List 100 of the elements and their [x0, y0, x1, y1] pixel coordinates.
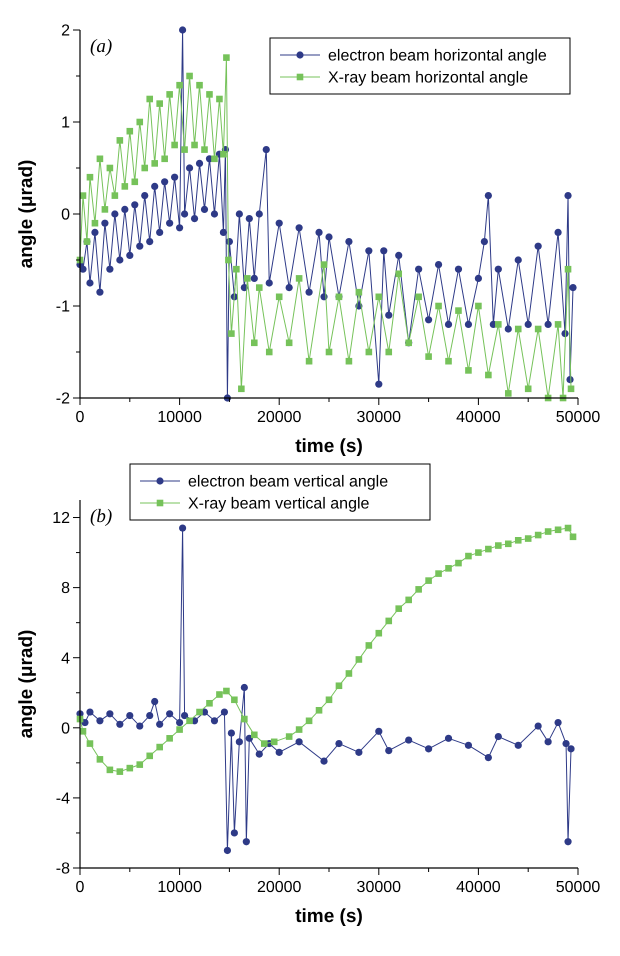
y-tick-label: -4: [56, 790, 70, 808]
y-axis-title: angle (μrad): [16, 160, 37, 268]
x-tick-label: 40000: [456, 409, 501, 426]
point: [166, 710, 174, 718]
point: [176, 718, 184, 726]
point: [356, 656, 362, 663]
legend-label: X-ray beam horizontal angle: [328, 70, 528, 87]
y-tick-label: -2: [56, 390, 70, 408]
point: [216, 691, 223, 698]
point: [223, 688, 230, 694]
point: [544, 738, 552, 746]
point: [256, 750, 263, 758]
x-tick-label: 10000: [157, 879, 202, 896]
y-tick-label: 2: [61, 22, 70, 40]
point: [326, 696, 332, 704]
point: [375, 728, 382, 735]
point: [86, 708, 94, 716]
point: [335, 740, 343, 748]
y-tick-label: -1: [56, 298, 70, 316]
point: [136, 722, 144, 730]
x-tick-label: 30000: [356, 879, 402, 896]
point: [346, 670, 352, 677]
point: [376, 630, 382, 636]
point: [425, 577, 432, 584]
point: [96, 717, 104, 724]
x-tick-label: 40000: [456, 879, 501, 896]
point: [230, 829, 238, 837]
x-tick-label: 0: [76, 879, 85, 896]
point: [306, 718, 312, 724]
y-axis-title: angle (μrad): [16, 630, 37, 738]
annotation: (a): [90, 36, 112, 57]
point: [455, 560, 462, 566]
point: [405, 736, 412, 744]
point: [514, 742, 522, 749]
point: [116, 720, 124, 728]
y-tick-label: 4: [61, 650, 70, 668]
point: [495, 542, 502, 549]
point: [260, 740, 268, 747]
point: [514, 537, 522, 544]
annotation: (b): [90, 506, 112, 527]
point: [316, 706, 322, 714]
point: [241, 716, 248, 722]
legend-label: electron beam horizontal angle: [328, 48, 547, 65]
y-tick-label: 1: [61, 114, 70, 132]
point: [151, 698, 158, 706]
point: [567, 745, 575, 752]
point: [554, 718, 562, 726]
point: [126, 712, 134, 720]
point: [196, 708, 203, 716]
legend-label: electron beam vertical angle: [188, 474, 388, 491]
point: [176, 726, 183, 733]
point: [405, 596, 412, 604]
x-tick-label: 0: [76, 409, 85, 426]
point: [564, 838, 572, 846]
point: [80, 728, 86, 735]
point: [206, 700, 213, 707]
point: [76, 716, 84, 722]
point: [336, 682, 342, 690]
point: [146, 712, 154, 720]
point: [224, 846, 232, 854]
point: [156, 744, 163, 750]
point: [296, 726, 302, 733]
point: [465, 552, 472, 560]
y-tick-label: 8: [61, 580, 70, 598]
point: [425, 745, 432, 752]
x-tick-label: 50000: [556, 879, 600, 896]
x-axis-title: time (s): [295, 436, 363, 457]
point: [231, 696, 238, 704]
point: [445, 565, 452, 572]
point: [385, 618, 392, 624]
point: [228, 729, 235, 737]
point: [366, 642, 372, 649]
y-tick-label: 0: [61, 720, 70, 738]
point: [106, 766, 114, 774]
point: [106, 710, 114, 718]
point: [156, 720, 164, 728]
point: [494, 732, 502, 740]
point: [484, 754, 492, 762]
legend-label: X-ray beam vertical angle: [188, 496, 370, 513]
point: [96, 756, 104, 763]
point: [136, 761, 144, 768]
point: [236, 738, 243, 746]
x-tick-label: 20000: [256, 409, 302, 426]
point: [276, 748, 283, 756]
point: [524, 535, 532, 542]
x-tick-label: 20000: [256, 879, 302, 896]
point: [554, 526, 562, 534]
point: [146, 752, 154, 760]
point: [186, 718, 193, 724]
point: [395, 605, 402, 612]
x-tick-label: 10000: [157, 409, 202, 426]
point: [444, 734, 452, 742]
y-tick-label: 0: [61, 206, 70, 224]
point: [562, 740, 570, 748]
point: [126, 764, 134, 772]
point: [534, 532, 542, 538]
point: [385, 746, 392, 754]
point: [464, 742, 472, 749]
point: [355, 748, 362, 756]
point: [242, 838, 250, 846]
